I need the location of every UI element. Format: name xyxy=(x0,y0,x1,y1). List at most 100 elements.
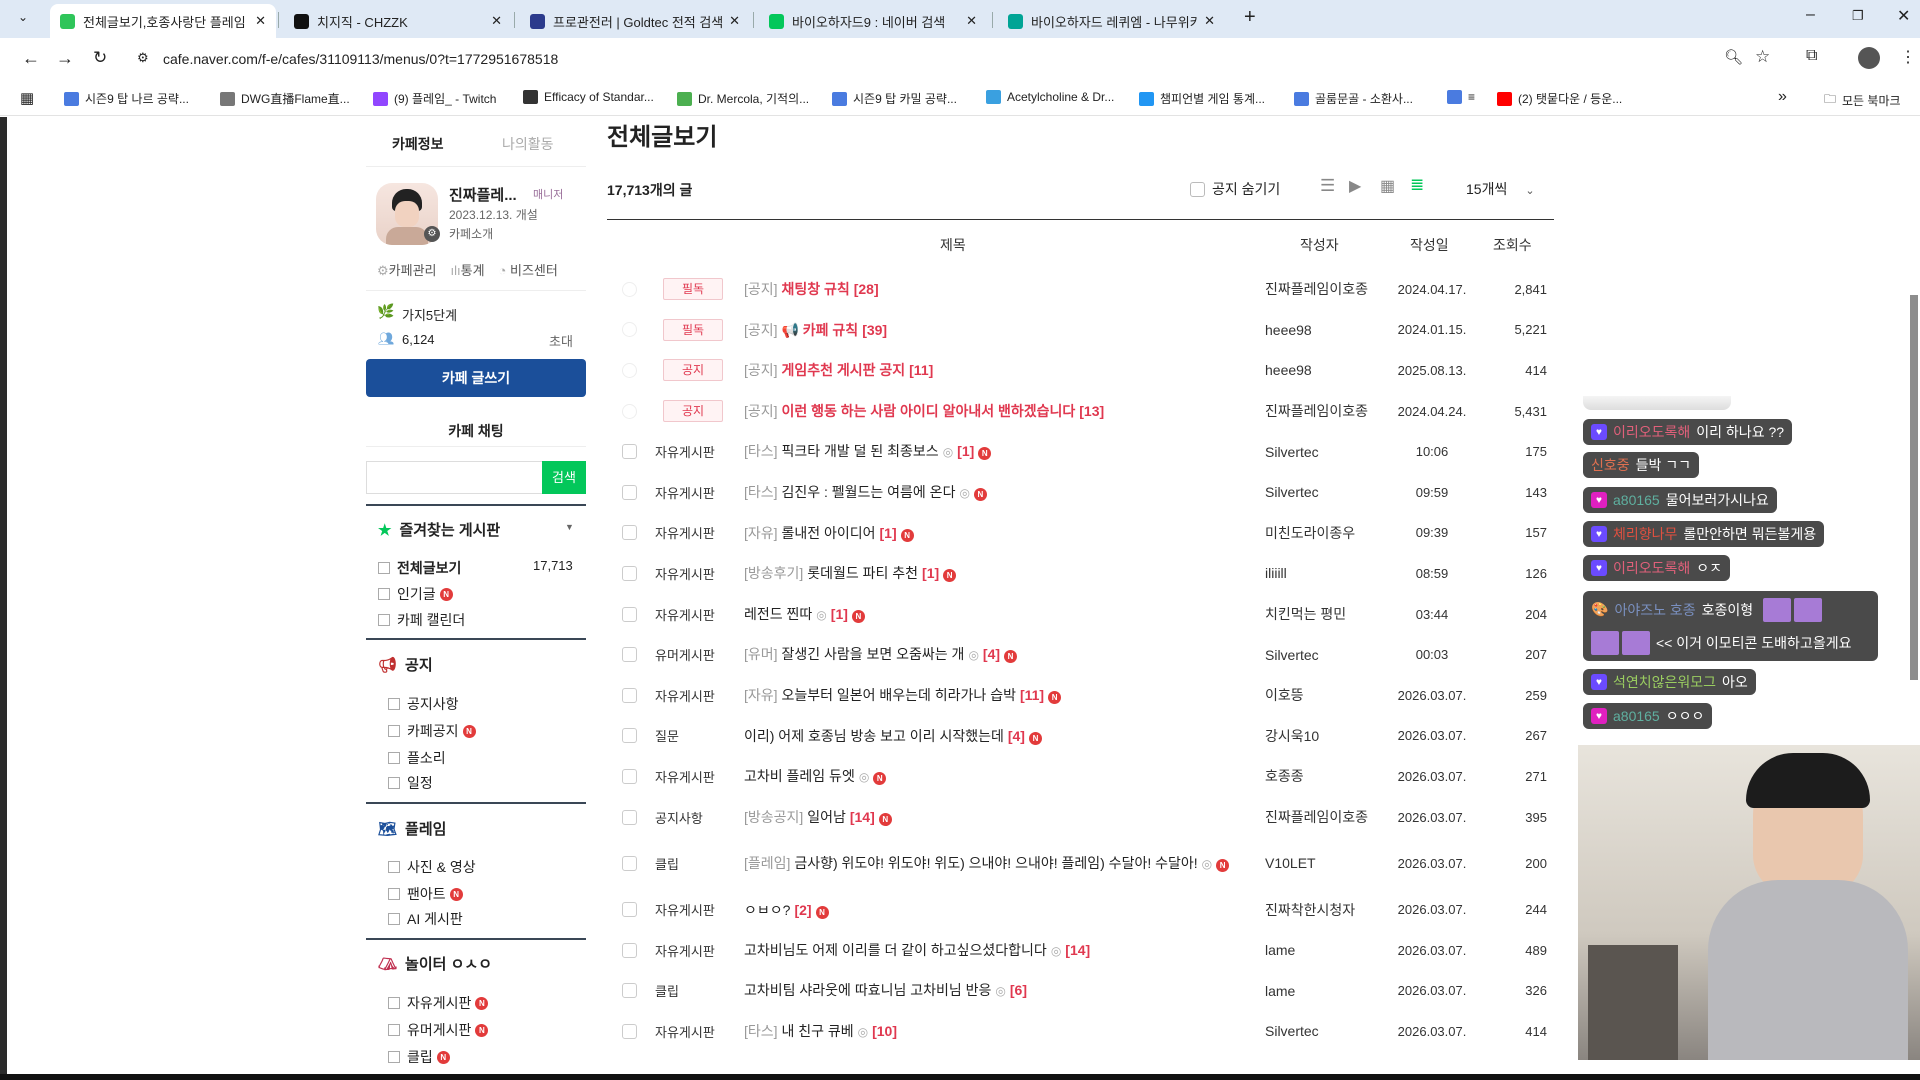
row-checkbox[interactable] xyxy=(622,855,637,871)
tab-cafe-info[interactable]: 카페정보 xyxy=(392,136,444,152)
post-author[interactable]: 진짜플레임이호종 xyxy=(1265,403,1369,420)
settings-gear-icon[interactable]: ⚙ xyxy=(424,226,440,242)
bookmark-item[interactable]: DWG直播Flame直... xyxy=(220,90,350,107)
browser-tab[interactable]: 전체글보기,호종사랑단 플레임 ✕ xyxy=(50,4,276,38)
post-author[interactable]: 강시욱10 xyxy=(1265,727,1320,744)
minimize-button[interactable]: – xyxy=(1806,6,1815,23)
board-name[interactable]: 자유게시판 xyxy=(655,1024,715,1040)
sidebar-item[interactable]: 플소리 xyxy=(388,748,446,768)
post-author[interactable]: V10LET xyxy=(1265,855,1316,872)
post-author[interactable]: 미친도라이종우 xyxy=(1265,524,1356,541)
menu-icon[interactable]: ⋮ xyxy=(1900,49,1916,66)
board-view-icon[interactable]: ≣ xyxy=(1410,175,1425,194)
row-checkbox[interactable] xyxy=(622,403,637,419)
extensions-icon[interactable]: ⧉ xyxy=(1806,47,1818,64)
tab-close-icon[interactable]: ✕ xyxy=(1204,13,1215,28)
tab-search-chevron-icon[interactable]: ⌄ xyxy=(18,10,29,24)
row-checkbox[interactable] xyxy=(622,444,637,460)
row-checkbox[interactable] xyxy=(622,687,637,703)
table-row[interactable]: 자유게시판 ㅇㅂㅇ? [2] N 진짜착한시청자 2026.03.07. 244 xyxy=(607,889,1554,930)
close-window-button[interactable]: ✕ xyxy=(1897,8,1911,25)
bookmark-item[interactable]: 시즌9 탑 카밀 공략... xyxy=(832,90,957,107)
post-title-link[interactable]: [방송공지] 일어남 [14] N xyxy=(744,807,1244,827)
browser-tab[interactable]: 치지직 - CHZZK ✕ xyxy=(284,4,512,38)
restore-button[interactable]: ❐ xyxy=(1852,8,1864,23)
post-title-link[interactable]: 이리) 어제 호종님 방송 보고 이리 시작했는데 [4] N xyxy=(744,726,1244,746)
checkbox[interactable] xyxy=(1190,181,1205,197)
post-author[interactable]: lame xyxy=(1265,982,1296,999)
post-title-link[interactable]: 레전드 찐따 ◎ [1] N xyxy=(744,604,1244,625)
board-name[interactable]: 자유게시판 xyxy=(655,688,715,704)
comment-count[interactable]: [13] xyxy=(1079,403,1105,420)
reload-icon[interactable]: ↻ xyxy=(93,48,108,67)
post-author[interactable]: heee98 xyxy=(1265,321,1312,338)
post-author[interactable]: Silvertec xyxy=(1265,646,1319,663)
post-author[interactable]: 진짜착한시청자 xyxy=(1265,901,1356,918)
star-icon[interactable]: ☆ xyxy=(1755,47,1771,66)
table-row[interactable]: 공지 [공지] 이런 행동 하는 사람 아이디 알아내서 밴하겠습니다 [13] 진짜… xyxy=(607,391,1554,432)
video-view-icon[interactable]: ▶ xyxy=(1349,178,1362,195)
row-checkbox[interactable] xyxy=(622,902,637,918)
post-title-link[interactable]: 고차비님도 어제 이리를 더 같이 하고싶으셨다합니다 ◎ [14] xyxy=(744,940,1244,961)
board-name[interactable]: 질문 xyxy=(655,729,679,745)
row-checkbox[interactable] xyxy=(622,281,637,297)
row-checkbox[interactable] xyxy=(622,728,637,744)
cafe-intro-link[interactable]: 카페소개 xyxy=(449,227,494,241)
post-author[interactable]: 치킨먹는 평민 xyxy=(1265,606,1347,623)
bookmark-item[interactable]: 골룸문골 - 소환사... xyxy=(1294,90,1413,107)
grid-view-icon[interactable]: ▦ xyxy=(1380,178,1396,195)
table-row[interactable]: 자유게시판 레전드 찐따 ◎ [1] N 치킨먹는 평민 03:44 204 xyxy=(607,594,1554,635)
biz-center-link[interactable]: ◔ 비즈센터 xyxy=(499,260,558,279)
post-author[interactable]: Silvertec xyxy=(1265,1023,1319,1040)
row-checkbox[interactable] xyxy=(622,484,637,500)
post-title-link[interactable]: [타스] 픽크타 개발 덜 된 최종보스 ◎ [1] N xyxy=(744,441,1244,462)
sidebar-item[interactable]: 사진 & 영상 xyxy=(388,857,476,877)
row-checkbox[interactable] xyxy=(622,647,637,663)
table-row[interactable]: 자유게시판 [자유] 오늘부터 일본어 배우는데 히라가나 습박 [11] N 이호뜽 2… xyxy=(607,675,1554,716)
favorites-header[interactable]: ★ 즐겨찾는 게시판 xyxy=(378,519,500,540)
row-checkbox[interactable] xyxy=(622,983,637,999)
bookmark-item[interactable]: ≡ xyxy=(1447,90,1475,104)
comment-count[interactable]: [1] xyxy=(879,524,897,541)
sidebar-item[interactable]: 클립 N xyxy=(388,1047,450,1067)
row-checkbox[interactable] xyxy=(622,322,637,338)
board-name[interactable]: 자유게시판 xyxy=(655,943,715,959)
post-author[interactable]: 호종종 xyxy=(1265,768,1304,785)
cafe-write-button[interactable]: 카페 글쓰기 xyxy=(366,359,586,397)
hide-notice-toggle[interactable]: 공지 숨기기 xyxy=(1190,179,1280,199)
browser-tab[interactable]: 바이오하자드 레퀴엠 - 나무위키 ✕ xyxy=(998,4,1225,38)
profile-avatar[interactable] xyxy=(1858,47,1880,69)
sidebar-item[interactable]: 인기글 N xyxy=(378,584,453,604)
stats-link[interactable]: ılı통계 xyxy=(451,260,485,279)
all-bookmarks[interactable]: 🗀 모든 북마크 xyxy=(1824,90,1901,111)
post-title-link[interactable]: [타스] 김진우 : 펠월드는 여름에 온다 ◎ N xyxy=(744,482,1244,503)
row-checkbox[interactable] xyxy=(622,809,637,825)
cafe-chat-button[interactable]: 카페 채팅 xyxy=(366,415,586,447)
url-field[interactable]: cafe.naver.com/f-e/cafes/31109113/menus/… xyxy=(163,51,559,67)
bookmark-item[interactable]: (9) 플레임_ - Twitch xyxy=(373,90,496,107)
bookmark-item[interactable]: Dr. Mercola, 기적의... xyxy=(677,90,809,107)
board-name[interactable]: 자유게시판 xyxy=(655,445,715,461)
post-title-link[interactable]: [방송후기] 롯데월드 파티 추천 [1] N xyxy=(744,563,1244,583)
table-row[interactable]: 클립 [플레임] 금사향) 위도야! 위도야! 위도) 으내야! 으내야! 플레임… xyxy=(607,837,1554,889)
post-title-link[interactable]: [타스] 내 친구 큐베 ◎ [10] xyxy=(744,1021,1244,1042)
comment-count[interactable]: [11] xyxy=(1019,687,1045,704)
collapse-caret-icon[interactable]: ▼ xyxy=(565,522,574,532)
table-row[interactable]: 필독 [공지] 채팅창 규칙 [28] 진짜플레임이호종 2024.04.17. 2,84… xyxy=(607,269,1554,310)
row-checkbox[interactable] xyxy=(622,565,637,581)
bookmark-item[interactable]: (2) 탯뭍다운 / 등운... xyxy=(1497,90,1622,107)
post-author[interactable]: 이호뜽 xyxy=(1265,687,1304,704)
post-author[interactable]: heee98 xyxy=(1265,362,1312,379)
new-tab-button[interactable]: + xyxy=(1244,6,1256,28)
comment-count[interactable]: [2] xyxy=(794,901,812,918)
table-row[interactable]: 자유게시판 고차비 플레임 듀엣 ◎ N 호종종 2026.03.07. 271 xyxy=(607,756,1554,797)
comment-count[interactable]: [6] xyxy=(1009,982,1028,999)
apps-grid-icon[interactable]: ▦ xyxy=(20,90,35,107)
cafe-search-button[interactable]: 검색 xyxy=(542,461,586,494)
sidebar-item[interactable]: 팬아트 N xyxy=(388,884,463,904)
comment-count[interactable]: [10] xyxy=(872,1022,898,1039)
comment-count[interactable]: [1] xyxy=(830,605,848,622)
sidebar-item[interactable]: 유머게시판 N xyxy=(388,1020,489,1040)
forward-icon[interactable]: → xyxy=(56,48,74,68)
